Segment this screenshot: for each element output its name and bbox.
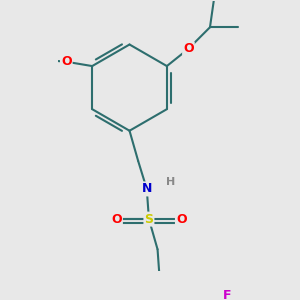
Text: N: N (142, 182, 152, 195)
Text: O: O (183, 42, 194, 55)
Text: O: O (61, 55, 72, 68)
Text: S: S (144, 213, 153, 226)
Text: O: O (111, 213, 122, 226)
Text: O: O (176, 213, 187, 226)
Text: H: H (166, 178, 175, 188)
Text: F: F (223, 289, 232, 300)
